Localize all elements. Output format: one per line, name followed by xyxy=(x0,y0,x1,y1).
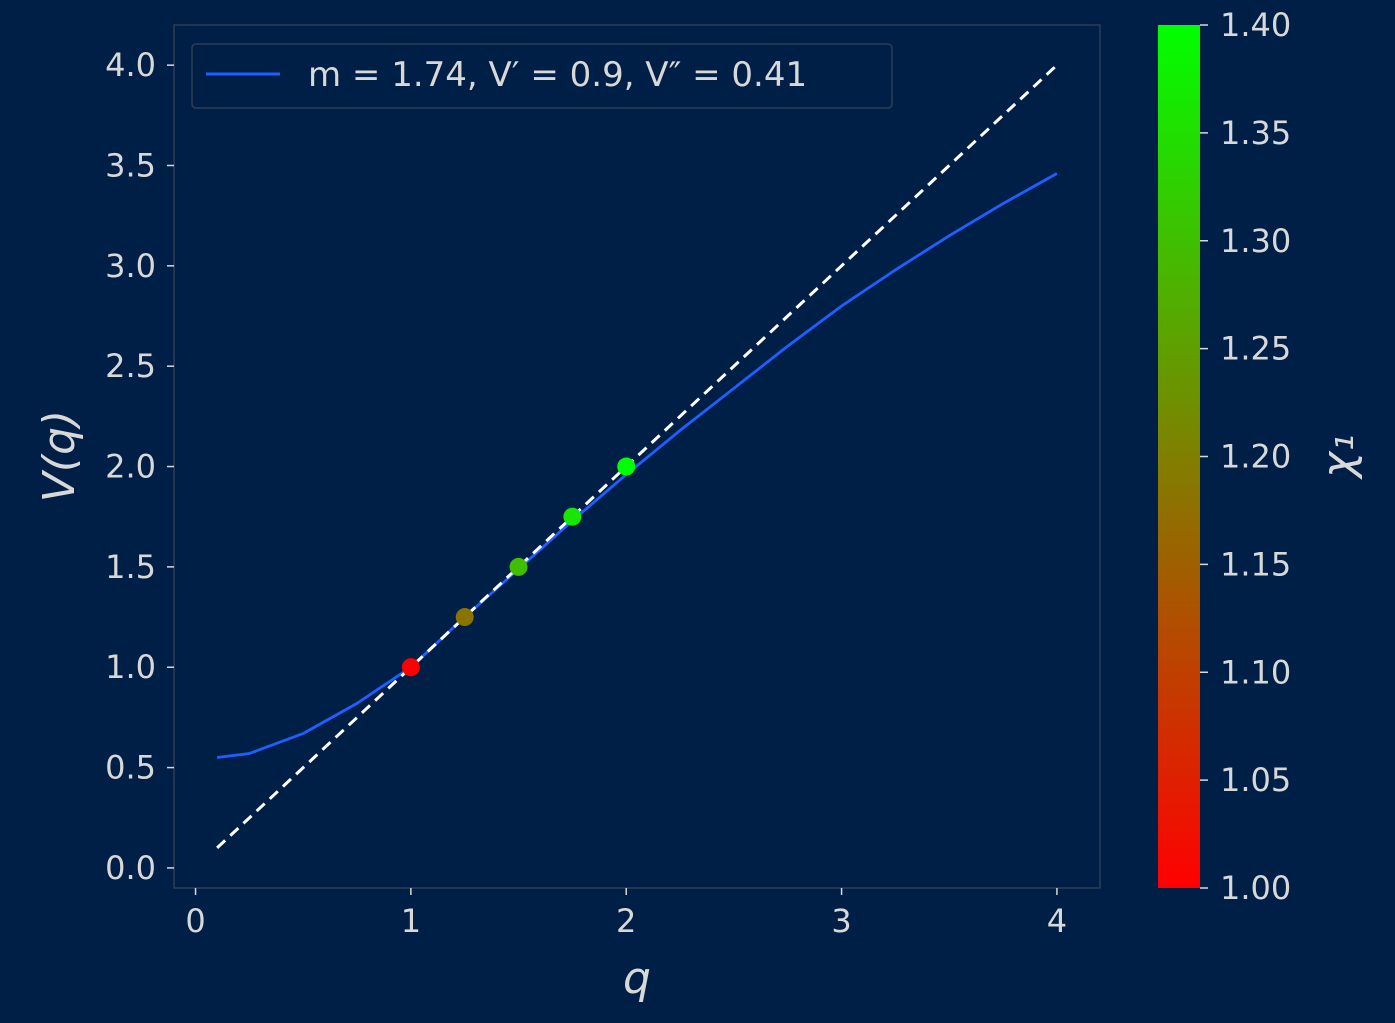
colorbar-tick-label: 1.05 xyxy=(1220,761,1291,799)
x-axis-ticks: 0 1 2 3 4 xyxy=(185,888,1067,940)
y-tick-label: 3.5 xyxy=(105,146,156,184)
reference-line xyxy=(216,64,1058,849)
y-axis-ticks: 0.0 0.5 1.0 1.5 2.0 2.5 3.0 3.5 4.0 xyxy=(105,46,174,887)
colorbar-tick-label: 1.40 xyxy=(1220,6,1291,44)
y-tick-label: 3.0 xyxy=(105,247,156,285)
x-tick-label: 0 xyxy=(185,902,205,940)
y-tick-label: 0.5 xyxy=(105,749,156,787)
colorbar-ticks: 1.00 1.05 1.10 1.15 1.20 1.25 1.30 1.35 1.40 xyxy=(1200,6,1291,907)
y-tick-label: 4.0 xyxy=(105,46,156,84)
data-point xyxy=(401,658,420,677)
colorbar-tick-label: 1.25 xyxy=(1220,330,1291,368)
legend-box xyxy=(191,43,893,109)
colorbar-tick-label: 1.35 xyxy=(1220,114,1291,152)
legend: m = 1.74, V′ = 0.9, V″ = 0.41 xyxy=(191,43,893,109)
data-point xyxy=(509,557,528,576)
colorbar-tick-label: 1.15 xyxy=(1220,545,1291,583)
colorbar-gradient xyxy=(1158,25,1200,888)
legend-label: m = 1.74, V′ = 0.9, V″ = 0.41 xyxy=(308,55,807,95)
colorbar-tick-label: 1.00 xyxy=(1220,869,1291,907)
data-point xyxy=(617,457,636,476)
plot-frame xyxy=(173,24,1101,889)
x-tick-label: 3 xyxy=(831,902,851,940)
y-tick-label: 2.0 xyxy=(105,448,156,486)
data-point xyxy=(563,507,582,526)
y-axis-label: V(q) xyxy=(34,410,85,502)
colorbar: 1.00 1.05 1.10 1.15 1.20 1.25 1.30 1.35 1.40 χ₁ xyxy=(1158,6,1364,907)
x-tick-label: 4 xyxy=(1047,902,1067,940)
x-tick-label: 2 xyxy=(616,902,636,940)
y-tick-label: 2.5 xyxy=(105,347,156,385)
colorbar-tick-label: 1.30 xyxy=(1220,222,1291,260)
y-tick-label: 1.0 xyxy=(105,648,156,686)
data-point xyxy=(455,608,474,627)
y-tick-label: 1.5 xyxy=(105,548,156,586)
colorbar-label: χ₁ xyxy=(1313,434,1364,480)
colorbar-tick-label: 1.20 xyxy=(1220,438,1291,476)
y-tick-label: 0.0 xyxy=(105,849,156,887)
colorbar-tick-label: 1.10 xyxy=(1220,653,1291,691)
points-layer xyxy=(401,457,636,677)
series-layer xyxy=(216,64,1058,849)
series-line xyxy=(216,172,1058,759)
x-tick-label: 1 xyxy=(401,902,421,940)
x-axis-label: q xyxy=(623,953,651,1004)
